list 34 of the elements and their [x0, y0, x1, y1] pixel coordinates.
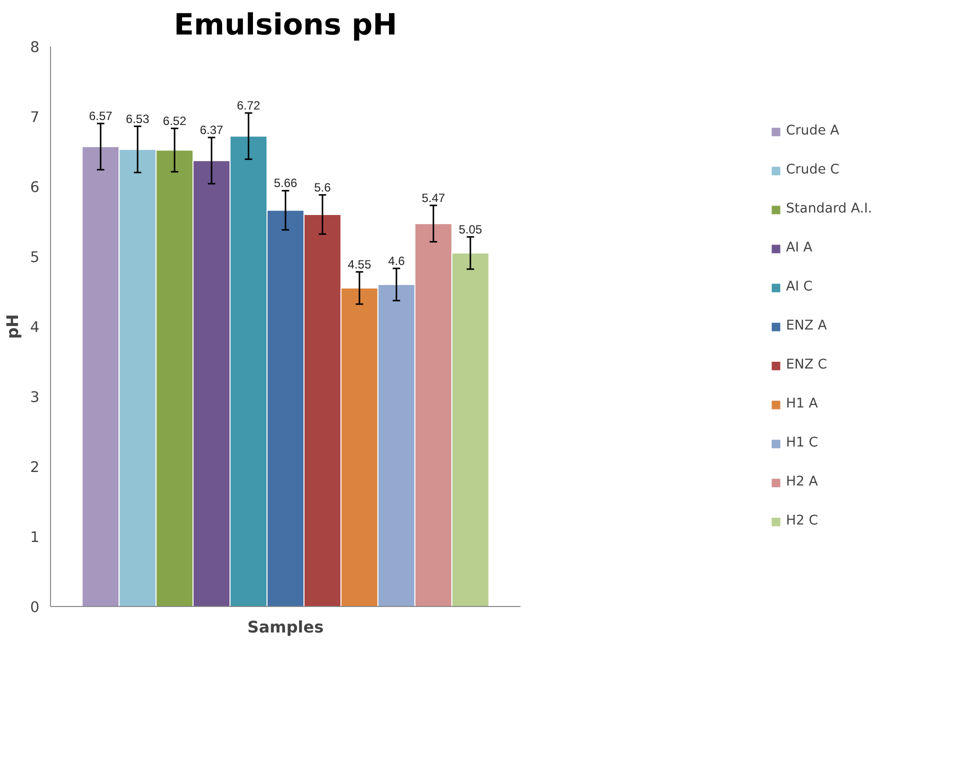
data-label: 6.72 [236, 98, 261, 112]
y-tick-label: 3 [30, 389, 40, 406]
data-label: 6.37 [200, 123, 224, 137]
legend-label: Crude A [786, 124, 840, 138]
y-tick-label: 1 [30, 529, 40, 546]
data-label: 5.47 [422, 190, 446, 205]
legend-label: H2 A [786, 474, 819, 490]
data-label: 6.57 [88, 109, 113, 123]
data-label: 4.6 [388, 254, 406, 268]
y-tick-label: 7 [30, 109, 40, 126]
data-label: 5.66 [274, 176, 298, 190]
data-label: 4.55 [348, 257, 372, 272]
y-tick-label: 5 [30, 249, 40, 266]
y-tick-label: 4 [30, 319, 40, 336]
data-label: 5.6 [314, 180, 332, 194]
legend-label: Standard A.I. [786, 202, 874, 216]
legend-label: H2 C [786, 514, 820, 528]
legend-label: AI A [786, 240, 814, 256]
data-label: 6.53 [126, 112, 150, 126]
data-label: 5.05 [458, 222, 482, 236]
y-tick-label: 2 [30, 459, 40, 476]
y-axis-title: pH [3, 314, 22, 339]
legend-label: H1 A [786, 396, 819, 412]
y-tick-label: 6 [30, 179, 40, 196]
legend-label: AI C [786, 280, 814, 294]
legend-label: Crude C [786, 162, 840, 178]
legend-label: H1 C [786, 436, 820, 450]
chart-title: Emulsions pH [174, 8, 398, 42]
y-tick-label: 0 [30, 599, 40, 616]
data-label: 6.52 [162, 114, 187, 128]
legend-label: ENZ C [786, 358, 828, 372]
legend-label: ENZ A [786, 318, 828, 334]
y-tick-label: 8 [30, 39, 40, 56]
x-axis-title: Samples [247, 618, 324, 636]
